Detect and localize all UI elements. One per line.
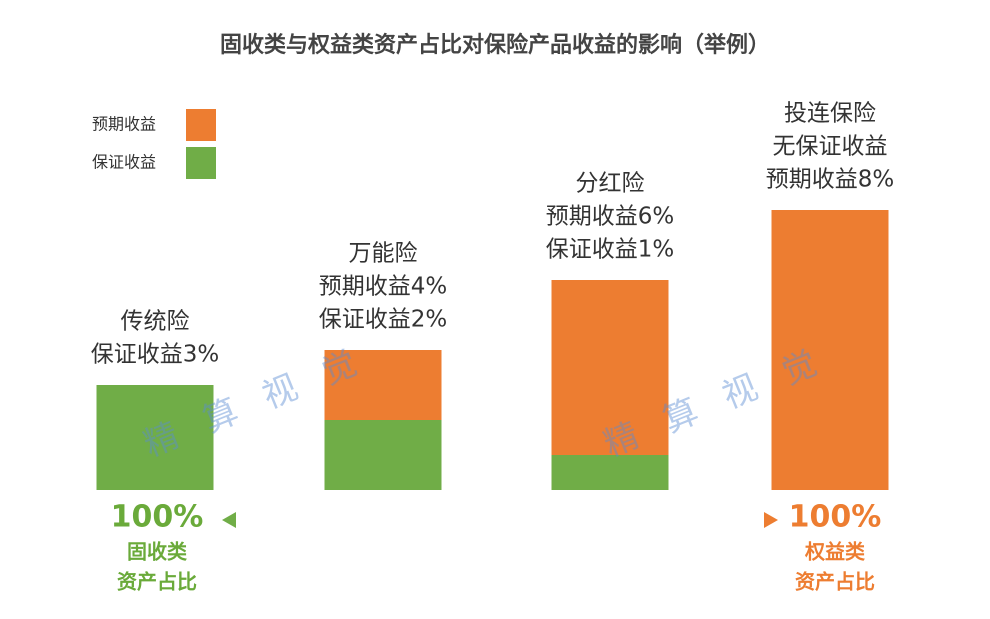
bar-annotation: 投连保险	[784, 101, 876, 127]
share-label: 固收类	[127, 540, 187, 564]
bar-annotation: 保证收益3%	[91, 342, 220, 368]
arrow-head-right	[764, 512, 778, 528]
bar-segment	[551, 455, 669, 490]
chart-title: 固收类与权益类资产占比对保险产品收益的影响（举例）	[220, 32, 770, 58]
share-value: 100%	[111, 500, 204, 535]
bar-annotation: 预期收益8%	[766, 167, 895, 193]
bar-annotation: 分红险	[576, 171, 645, 197]
bar-segment	[96, 385, 214, 490]
share-label: 权益类	[804, 540, 865, 564]
bar-annotation: 无保证收益	[773, 134, 888, 160]
bar-segment	[771, 210, 889, 490]
bar-annotation: 保证收益1%	[546, 237, 675, 263]
bar-annotation: 预期收益4%	[319, 274, 448, 300]
bar-annotation: 传统险	[121, 309, 190, 335]
bar-segment	[551, 280, 669, 455]
bar-annotation: 万能险	[349, 241, 418, 267]
legend-swatch	[186, 109, 216, 141]
bar-annotation: 预期收益6%	[546, 204, 675, 230]
bar-segment	[324, 350, 442, 420]
share-value: 100%	[789, 500, 882, 535]
bar-segment	[324, 420, 442, 490]
legend-label: 保证收益	[92, 153, 156, 172]
arrow-head-left	[222, 512, 236, 528]
share-label: 资产占比	[117, 570, 197, 594]
share-label: 资产占比	[795, 570, 875, 594]
legend-swatch	[186, 147, 216, 179]
bar-annotation: 保证收益2%	[319, 307, 448, 333]
legend-label: 预期收益	[92, 115, 156, 134]
